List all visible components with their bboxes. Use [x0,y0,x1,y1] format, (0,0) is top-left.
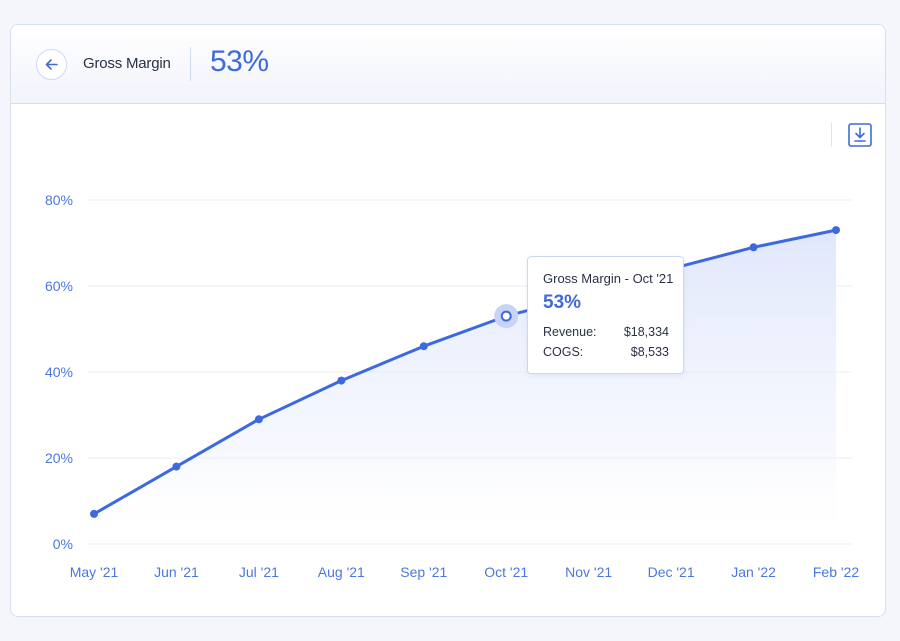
series-line [92,228,838,516]
download-button[interactable] [848,123,872,147]
x-tick-label: Jan '22 [731,564,776,580]
tooltip-row-value: $18,334 [623,325,669,339]
back-button[interactable] [36,49,67,80]
data-tooltip: Gross Margin - Oct '21 53% Revenue: $18,… [527,256,684,374]
metric-value: 53% [210,45,269,78]
data-point[interactable] [749,243,758,252]
tooltip-title: Gross Margin - Oct '21 [543,271,674,286]
tooltip-row-label: COGS: [543,345,584,359]
tooltip-row-label: Revenue: [543,325,597,339]
x-tick-label: Dec '21 [648,564,695,580]
y-tick-label: 40% [45,364,73,380]
y-tick-label: 80% [45,192,73,208]
x-tick-label: Feb '22 [813,564,859,580]
x-tick-label: Nov '21 [565,564,612,580]
tooltip-row-value: $8,533 [630,345,669,359]
x-tick-label: Aug '21 [318,564,365,580]
tooltip-value: 53% [543,292,582,313]
x-tick-label: Sep '21 [400,564,447,580]
data-point[interactable] [419,342,428,351]
toolbar-divider [831,123,832,147]
gross-margin-chart: 0% 20% 40% 60% 80% May '21 Jun '21 Jul '21 Aug … [45,192,859,580]
data-point[interactable] [832,226,840,235]
data-point[interactable] [254,415,263,424]
y-tick-label: 20% [45,450,73,466]
y-tick-label: 0% [53,536,73,552]
series-area [94,230,836,544]
x-tick-label: May '21 [70,564,119,580]
gross-margin-card: Gross Margin 53% 0% 20% 40% 60% 80% May '21 J… [10,24,886,617]
x-tick-label: Jul '21 [239,564,279,580]
data-point-highlighted[interactable] [500,310,512,322]
arrow-left-icon [45,59,58,70]
x-tick-label: Jun '21 [154,564,199,580]
metric-name: Gross Margin [83,55,171,72]
header-divider [190,47,191,81]
data-point[interactable] [90,509,98,518]
x-tick-label: Oct '21 [484,564,528,580]
card-header: Gross Margin 53% [11,25,885,104]
y-tick-label: 60% [45,278,73,294]
data-point[interactable] [337,376,346,385]
download-icon [848,123,872,147]
data-point[interactable] [172,462,181,471]
